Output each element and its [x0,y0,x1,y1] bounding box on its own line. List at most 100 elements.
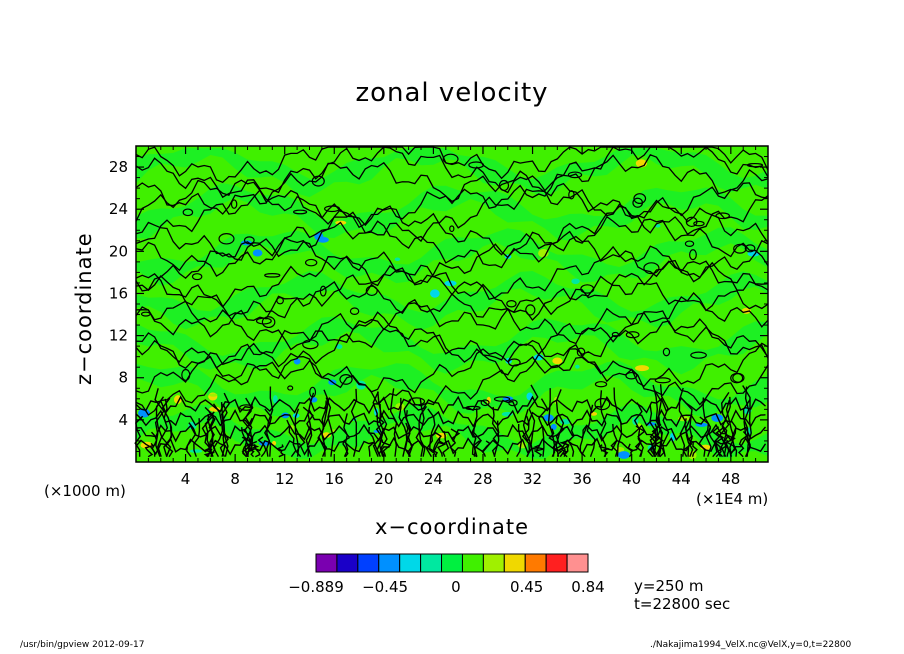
y-tick-label: 4 [118,411,128,429]
x-tick-label: 12 [275,470,294,488]
field-blob [252,249,263,257]
contour-turbulence [742,385,752,457]
contour-loop [243,236,255,245]
colorbar-swatch [441,553,463,573]
contour-loop [611,331,619,338]
contour-loop [689,249,697,261]
contour-turbulence [449,428,461,457]
contour-loop [293,209,308,215]
contour-line [135,146,769,184]
contour-loop [468,161,485,169]
contour-loop [715,212,730,220]
x-tick-label: 4 [181,470,191,488]
contour-turbulence [442,430,450,457]
contour-loop [643,262,660,275]
field-blob [335,344,343,350]
contour-turbulence [186,422,197,458]
field-blob [322,432,332,438]
contour-turbulence [257,436,267,458]
y-tick-label: 28 [109,158,128,176]
colorbar-swatch [545,553,568,573]
contour-loop [625,371,638,380]
contour-loop [576,347,586,357]
contour-turbulence [372,391,384,457]
field-blob [430,289,440,298]
y-tick-label: 16 [109,284,128,302]
y-axis-label: z−coordinate [72,232,96,385]
contour-turbulence [547,388,556,457]
field-band [136,148,768,198]
x-tick-label: 40 [622,470,641,488]
contour-loop [525,304,536,316]
contour-turbulence [738,431,749,458]
contour-loop [633,193,647,205]
colorbar-swatch [336,553,359,573]
x-multiplier-label: (×1E4 m) [696,490,769,508]
contour-turbulence [555,415,566,458]
colorbar-tick-label: 0 [451,578,461,596]
contour-loop [567,171,583,179]
field-blob [394,257,401,262]
contour-turbulence [219,403,229,457]
contour-line [135,339,769,394]
contour-line [135,188,769,245]
contour-loop [684,240,695,247]
contour-turbulence [161,398,172,457]
contour-turbulence [155,396,165,457]
contour-loop [654,377,671,384]
contour-turbulence [599,390,607,457]
contour-loop [261,316,276,329]
contour-turbulence [471,440,481,458]
contour-turbulence [649,404,657,457]
field-blob [209,393,218,397]
contour-line [135,231,769,292]
contour-turbulence [528,384,539,457]
contour-line-low [135,408,766,428]
contour-loop [365,285,378,297]
x-tick-label: 16 [325,470,344,488]
contour-loop [449,225,455,233]
y-tick-label: 8 [118,369,128,387]
contour-loop [287,385,294,391]
contour-loop [311,175,325,187]
contour-loop [662,347,671,357]
contour-line [135,168,769,229]
contour-turbulence [702,397,712,457]
footer-left: /usr/bin/gpview 2012-09-17 [20,640,145,650]
contour-loop [580,284,595,294]
x-tick-label: 48 [721,470,740,488]
colorbar-swatch [566,553,589,573]
contour-loop [568,190,575,200]
x-tick-label: 24 [424,470,443,488]
field-blob [293,358,301,365]
field-blob [617,451,630,459]
contour-loop [339,374,353,385]
y-tick-label: 20 [109,242,128,260]
contour-turbulence [586,404,596,457]
contour-loop [140,311,151,317]
contour-turbulence [720,396,731,457]
colorbar-swatch [503,553,526,573]
x-tick-label: 44 [672,470,691,488]
contour-line [135,245,769,308]
chart-title: zonal velocity [355,78,549,108]
field-blob [189,449,203,453]
contour-loop [181,368,191,381]
contour-turbulence [253,444,261,458]
contour-line-low [135,395,766,415]
contour-loop [319,285,327,297]
field-blob [486,396,491,404]
contour-loop [218,233,235,245]
contour-turbulence [659,384,670,457]
contour-loop [264,272,281,278]
contour-line [135,275,769,338]
contour-loop [349,307,360,316]
field-band [136,360,768,418]
field-blob [138,408,151,418]
x-tick-label: 8 [230,470,240,488]
contour-turbulence [429,432,439,458]
contour-turbulence [241,436,253,458]
colorbar-tick-label: −0.889 [288,578,344,596]
contour-turbulence [350,388,358,457]
